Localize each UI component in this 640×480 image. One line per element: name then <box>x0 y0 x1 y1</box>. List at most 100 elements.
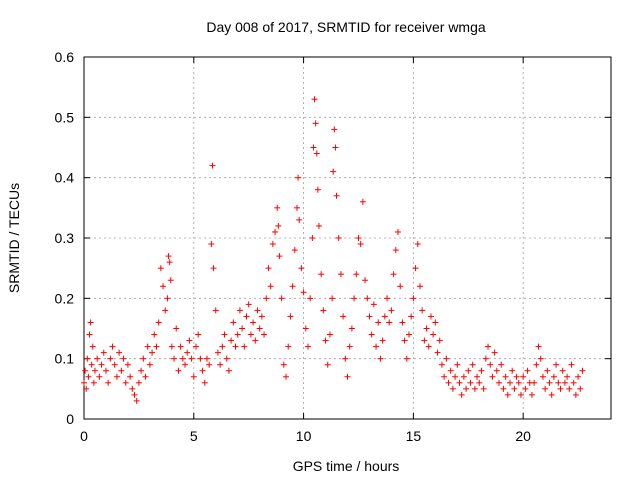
data-point <box>504 391 511 398</box>
data-point <box>329 295 336 302</box>
data-point <box>375 319 382 326</box>
data-point <box>167 277 174 284</box>
data-point <box>184 349 191 356</box>
data-point <box>120 355 127 362</box>
data-point <box>544 367 551 374</box>
y-axis-label: SRMTID / TECUs <box>6 183 22 293</box>
data-point <box>566 385 573 392</box>
data-point <box>122 379 129 386</box>
data-point <box>557 385 564 392</box>
data-point <box>208 241 215 248</box>
data-point <box>414 241 421 248</box>
data-point <box>94 355 101 362</box>
data-point <box>105 379 112 386</box>
data-point <box>168 343 175 350</box>
data-point <box>535 343 542 350</box>
y-tick-label: 0.2 <box>55 290 75 306</box>
data-point <box>564 373 571 380</box>
x-tick-label: 10 <box>296 428 312 444</box>
data-point <box>83 385 90 392</box>
data-point <box>313 150 320 157</box>
data-point <box>88 361 95 368</box>
data-point <box>364 295 371 302</box>
data-point <box>570 379 577 386</box>
data-point <box>539 373 546 380</box>
data-point <box>162 307 169 314</box>
data-point <box>419 307 426 314</box>
y-tick-label: 0.1 <box>55 351 75 367</box>
data-point <box>265 265 272 272</box>
data-point <box>285 343 292 350</box>
data-point <box>315 222 322 229</box>
data-point <box>359 198 366 205</box>
data-point <box>397 283 404 290</box>
data-point <box>269 241 276 248</box>
data-point <box>436 337 443 344</box>
data-point <box>165 253 172 260</box>
data-point <box>322 337 329 344</box>
data-point <box>133 397 140 404</box>
data-point <box>445 379 452 386</box>
data-point <box>228 337 235 344</box>
data-point <box>258 313 265 320</box>
data-point <box>513 373 520 380</box>
data-points <box>81 96 586 404</box>
data-point <box>511 385 518 392</box>
data-point <box>379 337 386 344</box>
data-point <box>421 337 428 344</box>
data-point <box>256 325 263 332</box>
data-point <box>447 367 454 374</box>
data-point <box>491 349 498 356</box>
data-point <box>465 367 472 374</box>
data-point <box>102 367 109 374</box>
data-point <box>252 337 259 344</box>
data-point <box>456 379 463 386</box>
data-point <box>209 162 216 169</box>
data-point <box>333 192 340 199</box>
data-point <box>190 373 197 380</box>
data-point <box>272 228 279 235</box>
data-point <box>522 385 529 392</box>
data-point <box>129 385 136 392</box>
data-point <box>390 271 397 278</box>
data-point <box>203 355 210 362</box>
data-point <box>342 355 349 362</box>
data-point <box>82 367 89 374</box>
data-point <box>326 331 333 338</box>
data-point <box>236 307 243 314</box>
data-point <box>395 228 402 235</box>
data-point <box>476 379 483 386</box>
data-point <box>344 373 351 380</box>
data-point <box>250 319 257 326</box>
data-point <box>430 331 437 338</box>
data-point <box>474 373 481 380</box>
data-point <box>441 373 448 380</box>
data-point <box>443 355 450 362</box>
data-point <box>275 222 282 229</box>
data-point <box>579 367 586 374</box>
data-point <box>201 379 208 386</box>
data-point <box>85 373 92 380</box>
data-point <box>219 343 226 350</box>
data-point <box>515 379 522 386</box>
data-point <box>230 319 237 326</box>
data-point <box>300 289 307 296</box>
data-point <box>432 319 439 326</box>
axis-ticks: 0 0.1 0.2 0.3 0.4 0.5 0.6 0 5 10 15 20 <box>55 49 611 444</box>
data-point <box>377 355 384 362</box>
data-point <box>91 367 98 374</box>
data-point <box>366 313 373 320</box>
data-point <box>318 271 325 278</box>
data-point <box>506 379 513 386</box>
data-point <box>131 391 138 398</box>
data-point <box>423 325 430 332</box>
data-point <box>351 295 358 302</box>
data-point <box>368 331 375 338</box>
data-point <box>280 361 287 368</box>
y-tick-label: 0.6 <box>55 49 75 65</box>
data-point <box>245 301 252 308</box>
data-point <box>524 367 531 374</box>
data-point <box>487 361 494 368</box>
data-point <box>109 343 116 350</box>
